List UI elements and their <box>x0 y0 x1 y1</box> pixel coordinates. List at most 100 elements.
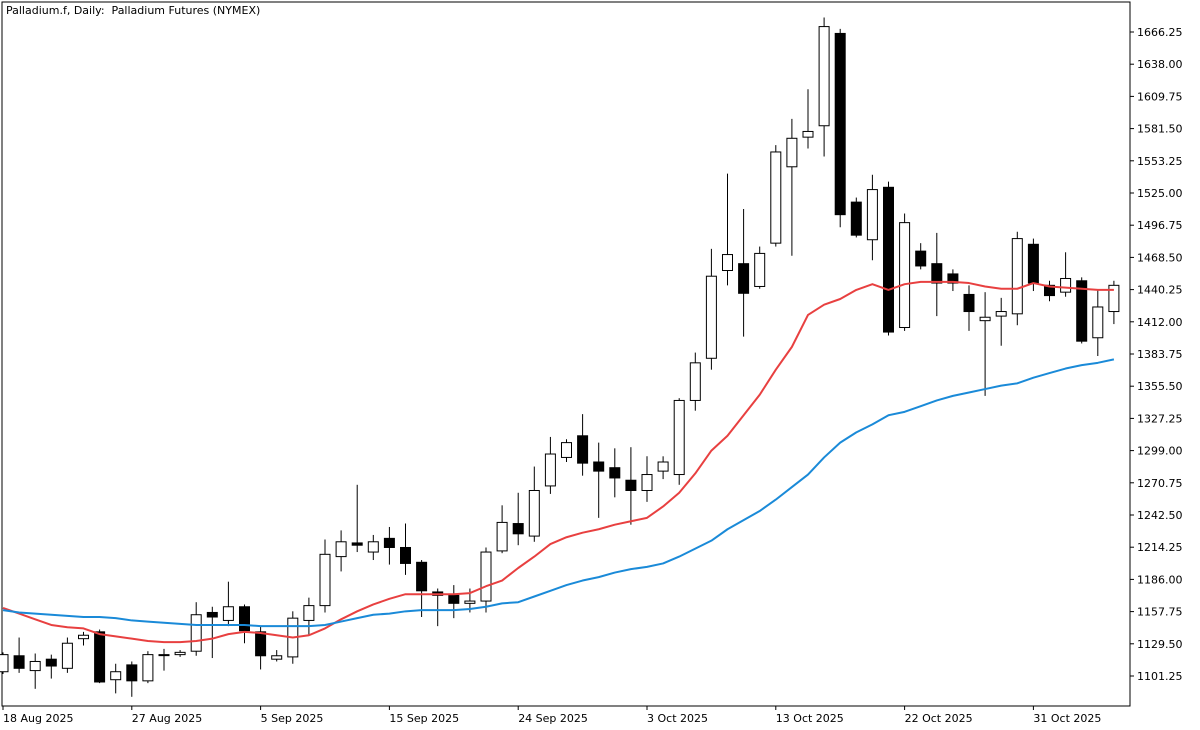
candle-body-bearish <box>383 537 395 548</box>
candle <box>351 484 363 553</box>
candle <box>158 648 170 671</box>
candle <box>786 118 798 256</box>
candle <box>78 631 89 646</box>
candle-body-bullish <box>496 521 508 552</box>
candle-body-bearish <box>625 479 637 491</box>
candle <box>995 297 1007 346</box>
candle-body-bullish <box>335 541 347 558</box>
candle-body-bearish <box>609 467 621 479</box>
candle-body-bearish <box>1027 243 1039 284</box>
candle-body-bullish <box>1011 238 1023 315</box>
candle <box>1011 231 1023 326</box>
candle-body-bullish <box>979 316 991 322</box>
candle <box>577 414 589 476</box>
candle <box>1060 252 1072 297</box>
candle-body-bearish <box>351 542 363 546</box>
price-tick-label: 1270.75 <box>1137 477 1183 490</box>
candles-group <box>0 17 1120 697</box>
candle <box>13 637 25 673</box>
candle <box>947 269 959 292</box>
candle <box>383 526 395 565</box>
time-tick-label: 18 Aug 2025 <box>3 712 73 725</box>
price-tick-label: 1525.00 <box>1137 187 1183 200</box>
candle <box>722 173 733 286</box>
time-tick-label: 15 Sep 2025 <box>389 712 459 725</box>
candle-body-bullish <box>464 600 476 604</box>
candle <box>319 539 331 613</box>
candle-body-bullish <box>29 660 41 672</box>
candle <box>544 436 556 494</box>
candle-body-bearish <box>448 594 460 604</box>
candle <box>915 243 927 270</box>
time-tick-label: 22 Oct 2025 <box>905 712 973 725</box>
price-tick-label: 1129.50 <box>1137 638 1183 651</box>
candle <box>303 597 315 636</box>
candle-body-bearish <box>883 186 894 333</box>
price-tick-label: 1101.25 <box>1137 670 1183 683</box>
candle-body-bullish <box>222 606 234 621</box>
candle-body-bearish <box>512 523 524 535</box>
candle-body-bullish <box>271 655 283 660</box>
candle <box>561 439 572 462</box>
price-tick-label: 1157.75 <box>1137 606 1183 619</box>
candle-body-bearish <box>850 201 862 236</box>
candle <box>673 398 685 485</box>
price-tick-label: 1214.25 <box>1137 541 1183 554</box>
candle-body-bearish <box>13 655 25 669</box>
candle-body-bullish <box>544 453 556 487</box>
candle-body-bullish <box>367 541 379 553</box>
price-tick-label: 1496.75 <box>1137 219 1183 232</box>
price-tick-label: 1581.50 <box>1137 123 1183 136</box>
candle-body-bullish <box>303 605 315 621</box>
price-tick-label: 1553.25 <box>1137 155 1183 168</box>
price-tick-label: 1327.25 <box>1137 412 1183 425</box>
candle <box>29 653 41 689</box>
candle <box>496 505 508 554</box>
candle-body-bearish <box>931 263 943 284</box>
candle <box>126 661 138 697</box>
candle-body-bullish <box>190 614 202 652</box>
candle <box>754 246 766 289</box>
candle <box>593 442 605 518</box>
candle <box>206 606 218 659</box>
time-tick-label: 13 Oct 2025 <box>776 712 844 725</box>
candle <box>239 604 250 644</box>
candle <box>222 581 234 627</box>
candle-body-bullish <box>561 442 572 458</box>
candle-body-bearish <box>947 273 959 284</box>
plot-area <box>1 1 1131 707</box>
candle-body-bearish <box>126 664 138 682</box>
price-tick-label: 1468.50 <box>1137 251 1183 264</box>
candle-body-bullish <box>657 461 669 472</box>
candle-body-bullish <box>770 151 782 244</box>
time-tick-label: 31 Oct 2025 <box>1033 712 1101 725</box>
time-tick-label: 24 Sep 2025 <box>518 712 588 725</box>
price-tick-label: 1440.25 <box>1137 284 1183 297</box>
candle <box>802 89 814 149</box>
candle <box>1076 277 1088 344</box>
candle-body-bullish <box>174 651 186 656</box>
candle <box>979 292 991 396</box>
candle <box>110 663 122 694</box>
price-tick-label: 1383.75 <box>1137 348 1183 361</box>
candle <box>0 652 9 675</box>
candle-body-bullish <box>641 474 653 491</box>
fast-moving-average-line <box>2 280 1114 644</box>
candle-body-bearish <box>593 461 605 472</box>
price-tick-label: 1638.00 <box>1137 58 1183 71</box>
candle <box>834 28 846 228</box>
price-tick-label: 1242.50 <box>1137 509 1183 522</box>
candle-body-bullish <box>158 654 170 657</box>
time-tick-label: 3 Oct 2025 <box>647 712 708 725</box>
candle-body-bullish <box>1060 277 1072 293</box>
time-tick-label: 27 Aug 2025 <box>132 712 202 725</box>
candle <box>1092 289 1104 356</box>
candle <box>899 213 911 331</box>
candle-body-bullish <box>78 634 89 640</box>
candle-body-bearish <box>255 631 267 657</box>
chart-title: Palladium.f, Daily: Palladium Futures (N… <box>6 4 261 17</box>
candle-body-bullish <box>61 642 73 669</box>
candle-body-bearish <box>400 546 411 564</box>
